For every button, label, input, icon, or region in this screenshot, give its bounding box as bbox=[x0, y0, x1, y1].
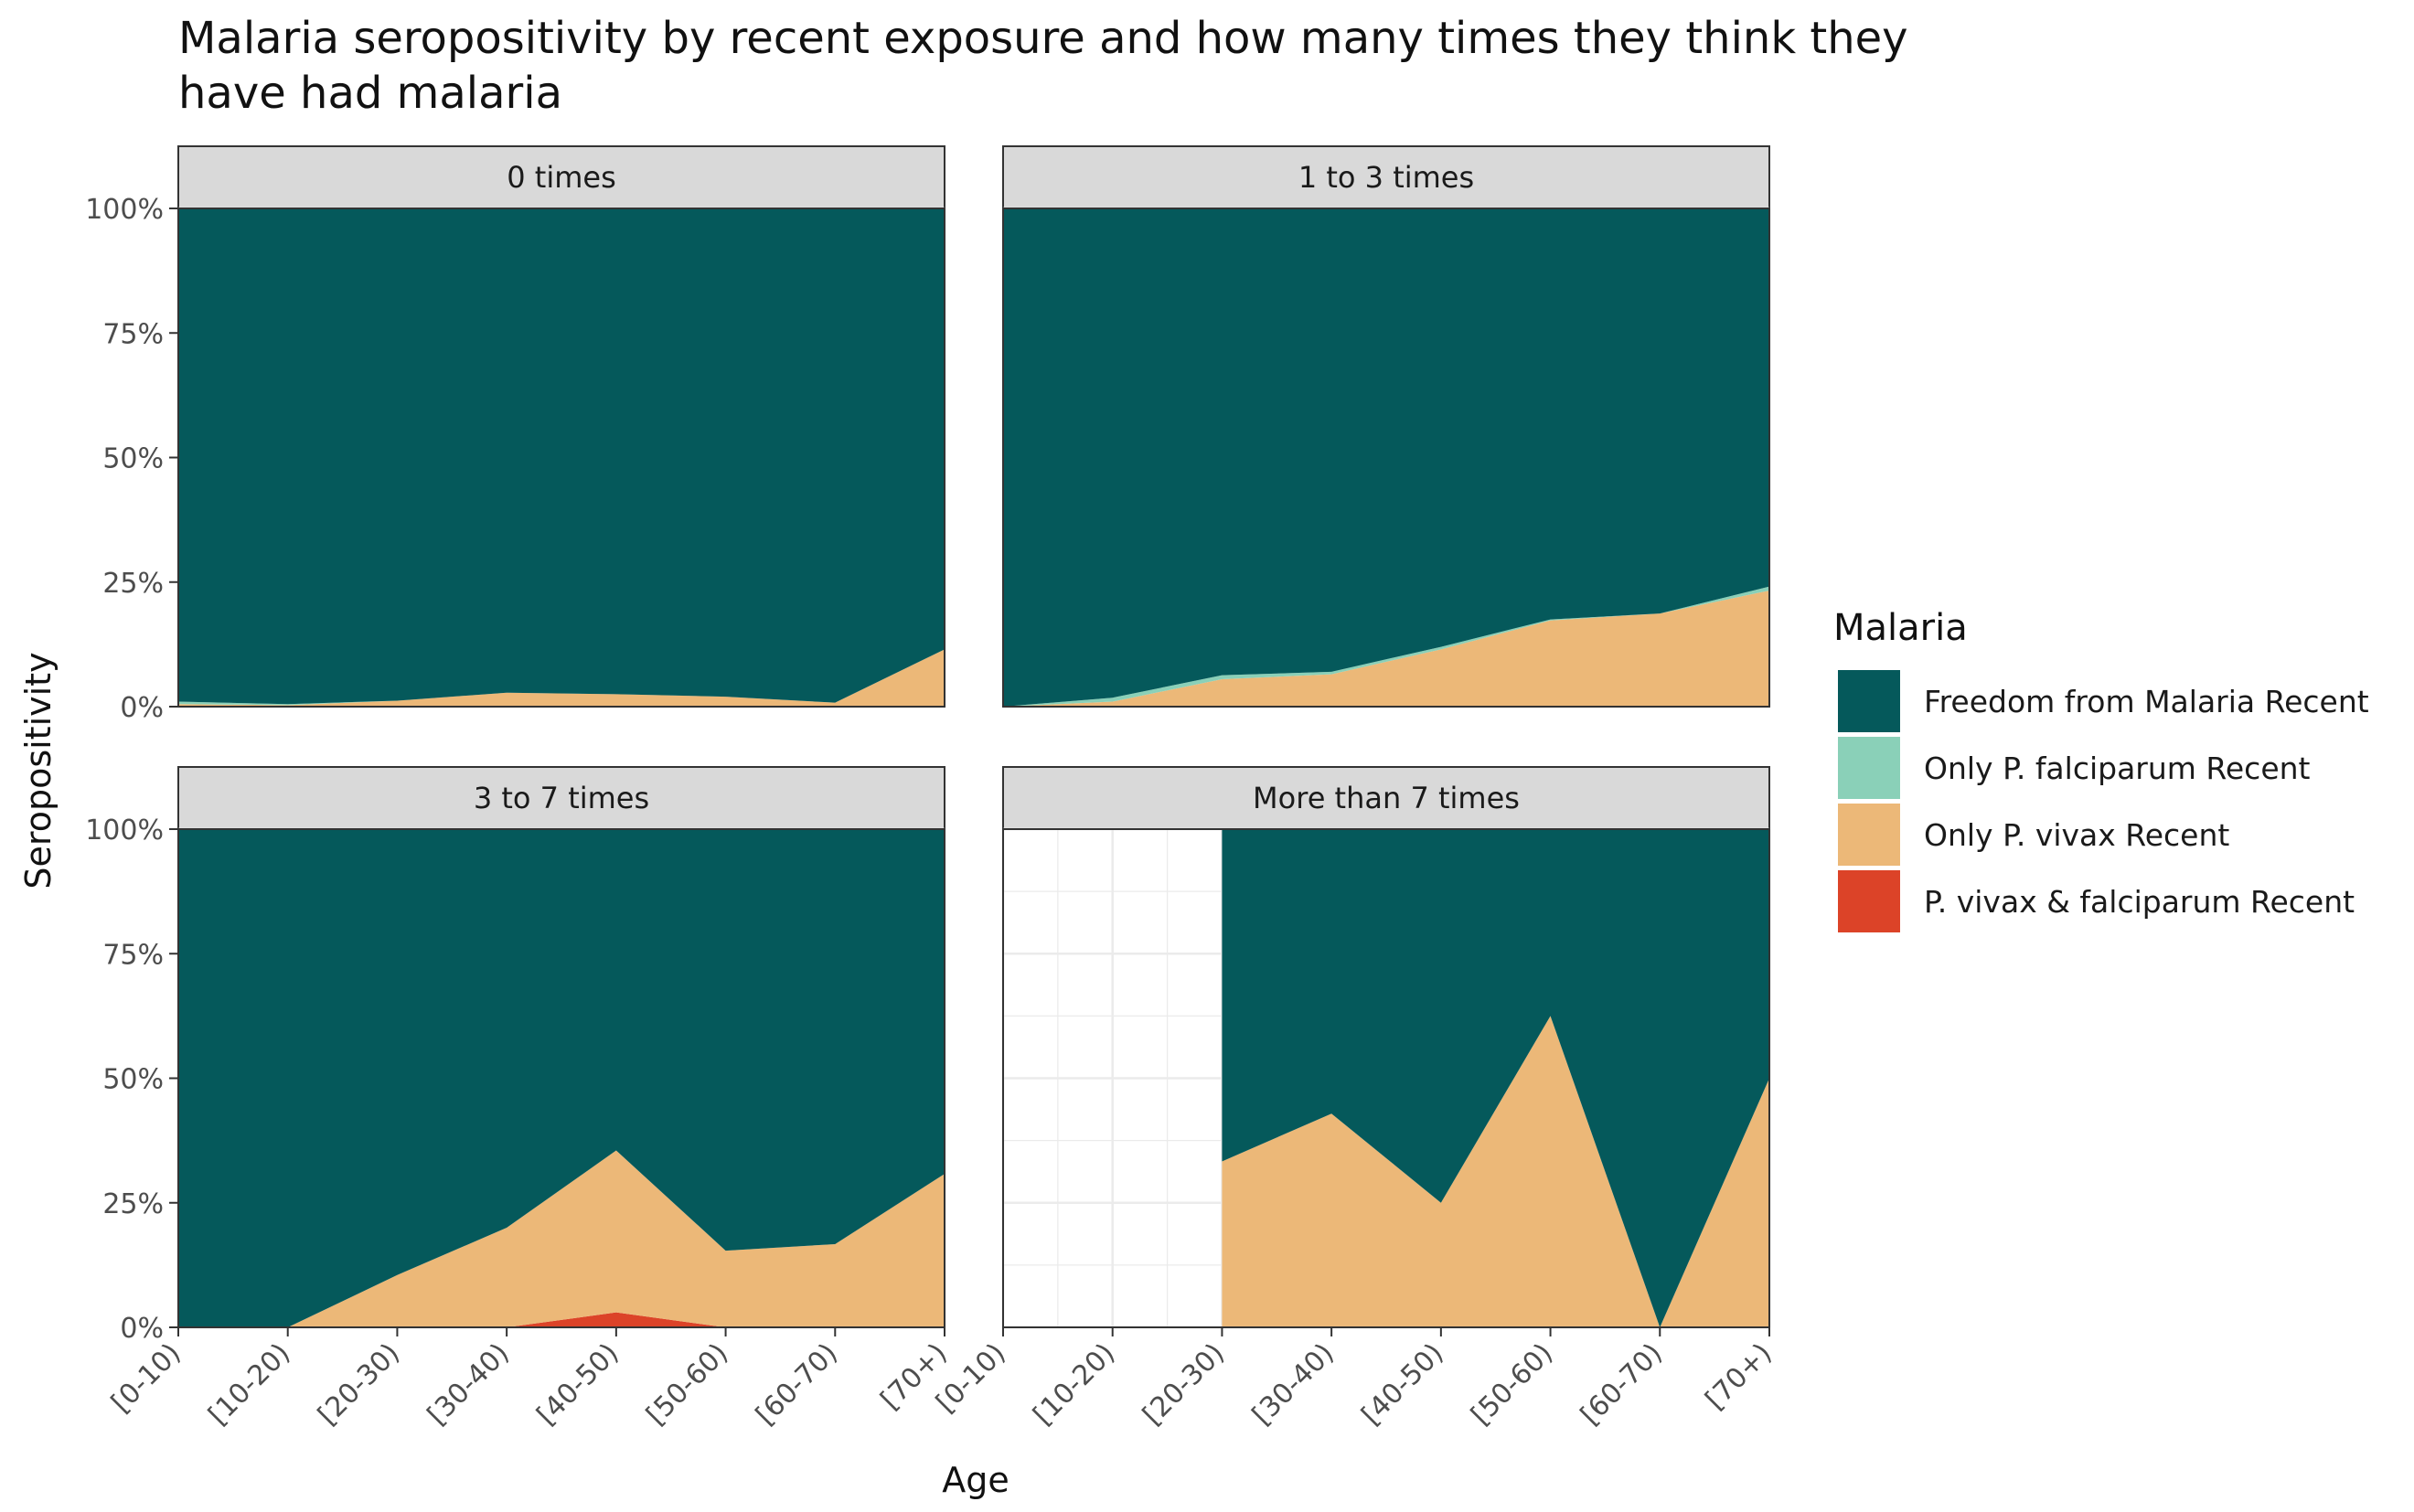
x-tick-label: [40-50) bbox=[1356, 1337, 1450, 1432]
panel-border bbox=[1002, 828, 1770, 1328]
x-tick-label: [30-40) bbox=[1246, 1337, 1341, 1432]
y-tick-label: 25% bbox=[102, 1188, 164, 1220]
facet-panel-4: More than 7 times[0-10) [10-20) [20-30) [30… bbox=[930, 766, 1778, 1432]
facet-strip-label: 1 to 3 times bbox=[1298, 160, 1474, 195]
facet-strip-label: 0 times bbox=[507, 160, 616, 195]
legend-item-freedom-from-malaria-recent: Freedom from Malaria Recent bbox=[1838, 670, 2369, 732]
legend-label: Freedom from Malaria Recent bbox=[1924, 684, 2369, 719]
facet-panel-1: 0 times 0% 25% 50% 75% 100% bbox=[85, 145, 946, 724]
x-axis-title: Age bbox=[942, 1460, 1009, 1500]
legend-item-only-p-falciparum-recent: Only P. falciparum Recent bbox=[1838, 737, 2311, 799]
area-freedom-from-malaria-recent bbox=[1222, 829, 1769, 1327]
y-tick-label: 25% bbox=[102, 568, 164, 600]
y-tick-label: 50% bbox=[102, 443, 164, 475]
panel-border bbox=[1002, 208, 1770, 708]
y-tick-label: 100% bbox=[85, 815, 164, 847]
y-axis-title: Seropositivity bbox=[18, 652, 59, 889]
x-tick-label: [20-30) bbox=[312, 1337, 406, 1432]
legend-title: Malaria bbox=[1833, 607, 1968, 649]
area-freedom-from-malaria-recent bbox=[1003, 208, 1769, 707]
y-tick-label: 100% bbox=[85, 194, 164, 226]
area-only-p-vivax-recent bbox=[178, 649, 945, 707]
x-tick-label: [10-20) bbox=[202, 1337, 296, 1432]
y-tick-label: 0% bbox=[120, 692, 164, 724]
x-tick-label: [70+) bbox=[1700, 1337, 1778, 1416]
panels-layer: 0 times 0% 25% 50% 75% 100% 1 to 3 times 3 to 7… bbox=[85, 145, 1778, 1432]
x-tick-label: [30-40) bbox=[422, 1337, 516, 1432]
facet-panel-3: 3 to 7 times 0% 25% 50% 75% 100% [0-10) [10-20)… bbox=[85, 766, 954, 1432]
y-tick-label: 75% bbox=[102, 318, 164, 350]
legend-label: Only P. falciparum Recent bbox=[1924, 751, 2311, 786]
y-tick-label: 50% bbox=[102, 1064, 164, 1096]
facet-panel-2: 1 to 3 times bbox=[1001, 145, 1771, 708]
legend-label: P. vivax & falciparum Recent bbox=[1924, 884, 2355, 920]
facet-strip-label: More than 7 times bbox=[1253, 781, 1520, 815]
legend-item-p-vivax-falciparum-recent: P. vivax & falciparum Recent bbox=[1838, 870, 2355, 932]
x-tick-label: [60-70) bbox=[750, 1337, 844, 1432]
legend-key bbox=[1838, 737, 1900, 799]
chart-title-line-1: Malaria seropositivity by recent exposur… bbox=[178, 13, 1908, 64]
legend: Malaria Freedom from Malaria Recent Only … bbox=[1833, 607, 2369, 932]
legend-label: Only P. vivax Recent bbox=[1924, 817, 2229, 853]
x-tick-label: [10-20) bbox=[1027, 1337, 1121, 1432]
facet-strip bbox=[177, 145, 945, 209]
x-tick-label: [50-60) bbox=[640, 1337, 734, 1432]
facet-strip bbox=[1002, 145, 1770, 209]
area-only-p-vivax-recent bbox=[1222, 1016, 1769, 1327]
legend-key bbox=[1838, 870, 1900, 932]
facet-strip bbox=[1002, 766, 1770, 830]
legend-key bbox=[1838, 670, 1900, 732]
y-tick-label: 0% bbox=[120, 1313, 164, 1345]
area-only-p-vivax-recent bbox=[1003, 591, 1769, 707]
area-freedom-from-malaria-recent bbox=[178, 208, 945, 705]
chart-title-line-2: have had malaria bbox=[178, 68, 562, 119]
x-tick-label: [60-70) bbox=[1575, 1337, 1669, 1432]
x-tick-label: [20-30) bbox=[1137, 1337, 1231, 1432]
facet-strip-label: 3 to 7 times bbox=[474, 781, 649, 815]
legend-key bbox=[1838, 804, 1900, 866]
area-only-p-vivax-recent bbox=[178, 1150, 945, 1327]
x-tick-label: [0-10) bbox=[105, 1337, 187, 1419]
legend-item-only-p-vivax-recent: Only P. vivax Recent bbox=[1838, 804, 2229, 866]
x-tick-label: [50-60) bbox=[1465, 1337, 1559, 1432]
y-tick-label: 75% bbox=[102, 939, 164, 971]
area-freedom-from-malaria-recent bbox=[178, 829, 945, 1327]
area-p-vivax-falciparum-recent bbox=[178, 1312, 945, 1327]
x-tick-label: [40-50) bbox=[531, 1337, 625, 1432]
facet-strip bbox=[177, 766, 945, 830]
